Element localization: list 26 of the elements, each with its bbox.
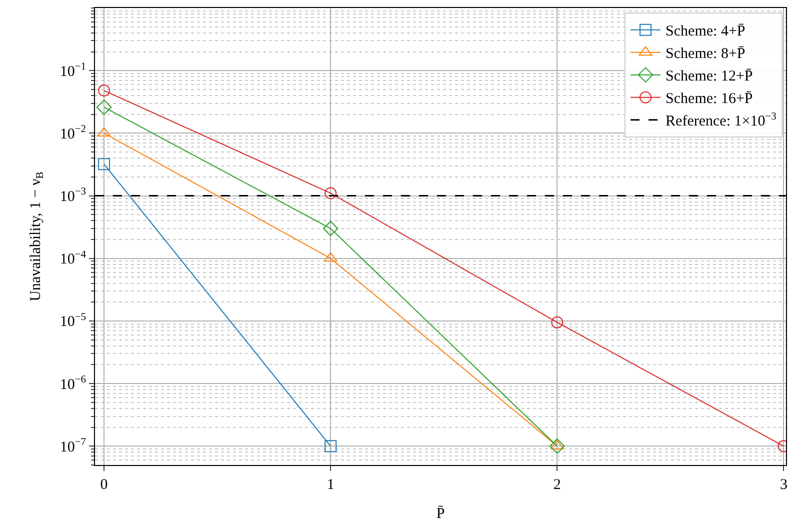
point xyxy=(98,84,110,97)
point xyxy=(322,220,338,236)
y-tick-label: 10$^{−5}$ xyxy=(60,312,86,330)
y-tick-label: 10$^{−3}$ xyxy=(60,186,86,206)
point xyxy=(550,438,565,454)
x-tick-label: 0 xyxy=(100,477,108,493)
y-tick-label: 10$^{−4}$ xyxy=(60,249,87,268)
x-tick-label: 3 xyxy=(780,477,788,493)
legend-label: Reference: 1×10$^{−3}$ xyxy=(666,111,776,130)
y-tick-label: 10$^{−2}$ xyxy=(60,124,86,142)
x-tick-label: 1 xyxy=(326,477,334,493)
legend-label: Scheme: 16+P̄ xyxy=(666,90,753,108)
point xyxy=(324,187,337,200)
legend-label: Scheme: 8+P̄ xyxy=(666,45,746,62)
point xyxy=(98,158,110,170)
y-tick-label: 10$^{−6}$ xyxy=(60,374,86,393)
x-axis-title: P̄ xyxy=(436,505,445,522)
point xyxy=(324,252,338,262)
point xyxy=(96,100,112,115)
point xyxy=(551,316,564,328)
legend-label: Scheme: 4+P̄ xyxy=(666,22,746,40)
y-tick-label: 10$^{−1}$ xyxy=(60,62,86,80)
y-tick-label: 10$^{−7}$ xyxy=(60,437,86,456)
point xyxy=(324,440,337,452)
legend-label: Scheme: 12+P̄ xyxy=(666,68,753,85)
x-tick-label: 2 xyxy=(553,477,561,493)
